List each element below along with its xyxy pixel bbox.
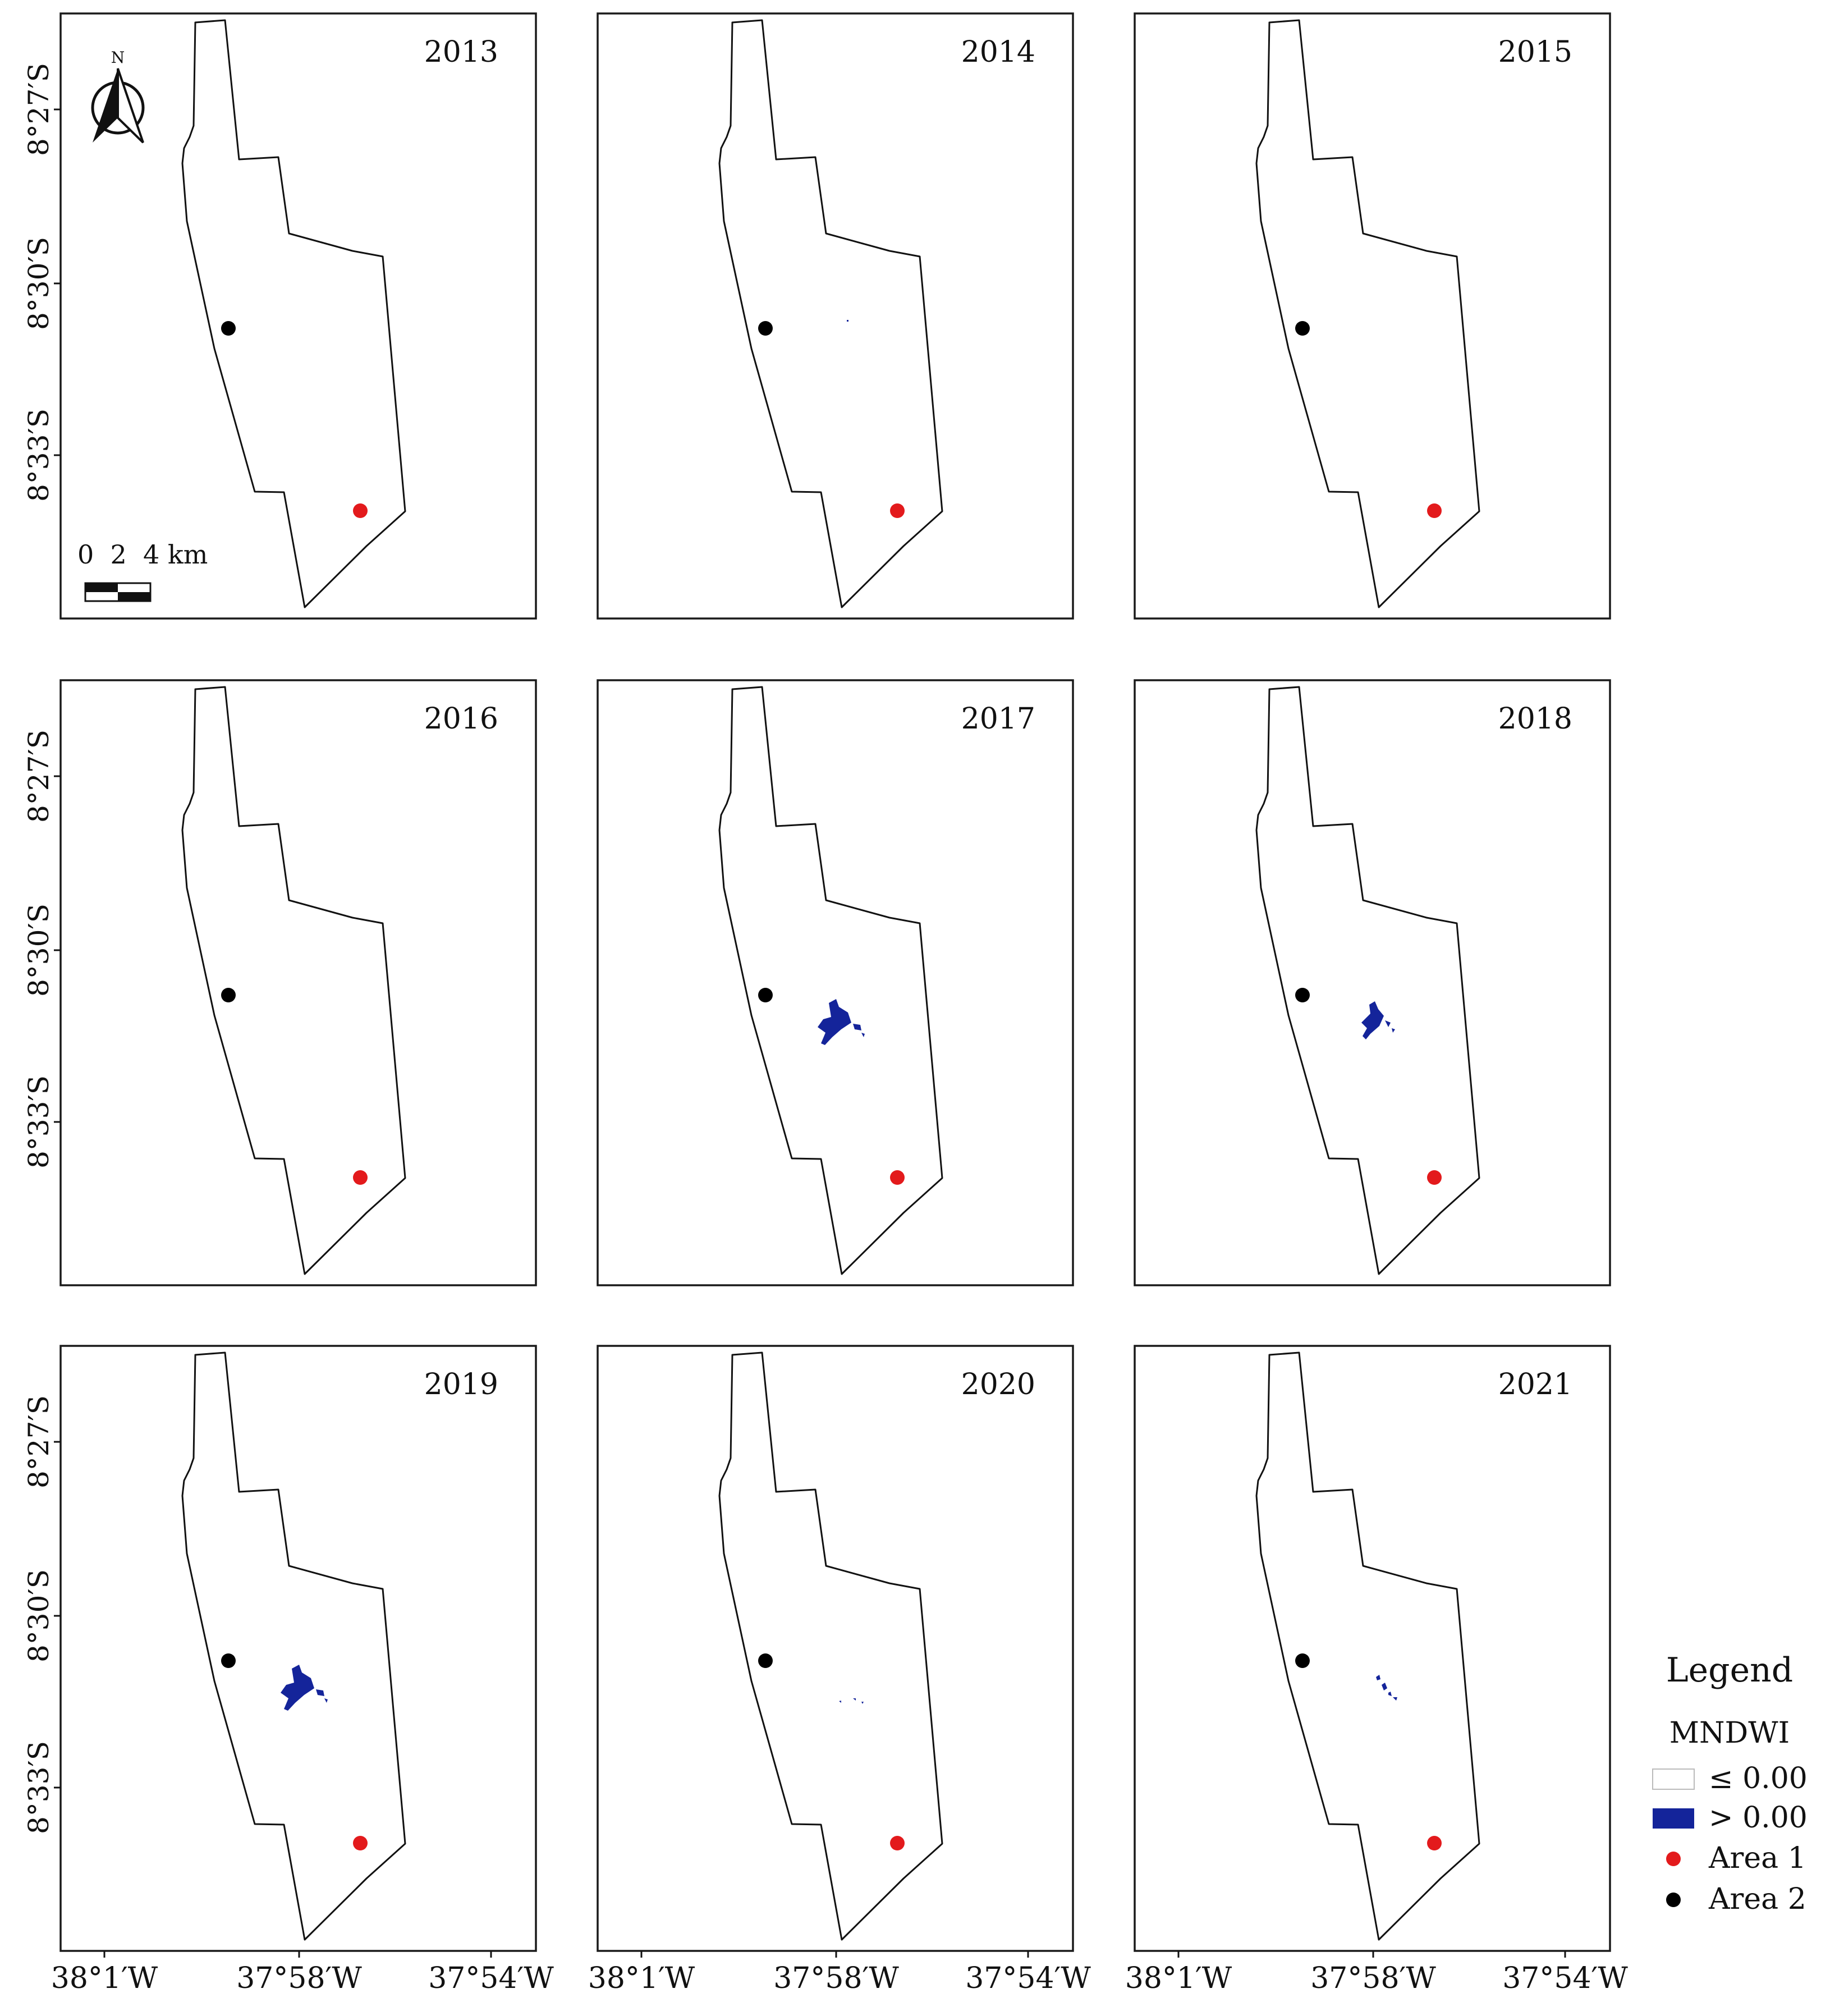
- legend-area-1-dot: [1666, 1852, 1681, 1866]
- water-body-mndwi-positive: [1382, 1683, 1387, 1690]
- panel-year-label: 2021: [1498, 1368, 1572, 1401]
- legend: Legend MNDWI ≤ 0.00 > 0.00 Area 1 Area 2: [1652, 1651, 1808, 1916]
- water-body-mndwi-positive: [316, 1689, 324, 1696]
- x-axis-label: 37°58′W: [236, 1962, 362, 1995]
- area-2-point: [758, 988, 773, 1002]
- map-panel-2020: 2020 38°1′W 37°58′W 37°54′W: [588, 1345, 1091, 1995]
- legend-item-label: > 0.00: [1709, 1801, 1808, 1835]
- area-2-point: [758, 1653, 773, 1668]
- water-body-mndwi-positive: [861, 1702, 864, 1704]
- x-axis-label: 38°1′W: [51, 1962, 158, 1995]
- study-area-boundary: [718, 1351, 943, 1941]
- area-1-point: [890, 1170, 905, 1185]
- legend-area-2-dot: [1666, 1893, 1681, 1907]
- panel-year-label: 2014: [961, 35, 1035, 69]
- legend-swatch-high: [1653, 1808, 1694, 1829]
- legend-item-label: Area 2: [1708, 1882, 1806, 1916]
- x-axis-label: 38°1′W: [1125, 1962, 1232, 1995]
- area-1-point: [1427, 1836, 1442, 1850]
- x-axis-label: 37°58′W: [1310, 1962, 1436, 1995]
- study-area-boundary: [1255, 19, 1480, 608]
- y-axis-label: 8°27′S: [22, 730, 55, 823]
- area-1-point: [1427, 1170, 1442, 1185]
- y-axis-label: 8°33′S: [22, 1075, 55, 1169]
- legend-item-label: ≤ 0.00: [1709, 1762, 1808, 1795]
- area-2-point: [758, 321, 773, 336]
- scale-bar: 0 2 4 km: [77, 539, 208, 602]
- area-2-point: [1295, 321, 1310, 336]
- y-axis-label: 8°33′S: [22, 409, 55, 502]
- water-body-mndwi-positive: [324, 1698, 328, 1703]
- area-2-point: [1295, 988, 1310, 1002]
- water-body-mndwi-positive: [1361, 1001, 1384, 1039]
- water-body-mndwi-positive: [1393, 1697, 1397, 1701]
- area-1-point: [353, 1836, 368, 1850]
- area-1-point: [353, 1170, 368, 1185]
- panel-year-label: 2020: [961, 1368, 1035, 1401]
- north-arrow-icon: N: [91, 48, 145, 144]
- map-panel-2016: 2016 8°27′S 8°30′S 8°33′S: [22, 679, 537, 1286]
- y-axis-label: 8°27′S: [22, 1395, 55, 1488]
- area-2-point: [221, 988, 236, 1002]
- water-body-mndwi-positive: [853, 1024, 861, 1030]
- study-area-boundary: [1255, 1351, 1480, 1941]
- water-body-mndwi-positive: [847, 320, 848, 322]
- water-body-mndwi-positive: [839, 1701, 841, 1703]
- y-axis-label: 8°33′S: [22, 1741, 55, 1834]
- x-axis-label: 37°58′W: [773, 1962, 899, 1995]
- map-panel-2014: 2014: [597, 12, 1074, 620]
- y-axis-label: 8°30′S: [22, 237, 55, 330]
- study-area-boundary: [181, 686, 406, 1275]
- water-body-mndwi-positive: [853, 1698, 856, 1701]
- legend-title: Legend: [1666, 1651, 1793, 1690]
- water-body-mndwi-positive: [281, 1665, 314, 1711]
- x-axis-label: 37°54′W: [1502, 1962, 1628, 1995]
- study-area-boundary: [718, 686, 943, 1275]
- x-axis-label: 38°1′W: [588, 1962, 695, 1995]
- panel-year-label: 2015: [1498, 35, 1572, 69]
- study-area-boundary: [718, 19, 943, 608]
- panel-year-label: 2018: [1498, 702, 1572, 736]
- panel-year-label: 2013: [424, 35, 498, 69]
- study-area-boundary: [181, 1351, 406, 1941]
- water-body-mndwi-positive: [1388, 1692, 1392, 1696]
- legend-swatch-low: [1652, 1768, 1695, 1790]
- area-1-point: [1427, 503, 1442, 518]
- y-axis-label: 8°27′S: [22, 63, 55, 156]
- water-body-mndwi-positive: [1376, 1675, 1380, 1680]
- study-area-boundary: [1255, 686, 1480, 1275]
- map-panel-2017: 2017: [597, 679, 1074, 1286]
- area-1-point: [890, 1836, 905, 1850]
- legend-subtitle: MNDWI: [1669, 1716, 1790, 1750]
- area-1-point: [353, 503, 368, 518]
- area-1-point: [890, 503, 905, 518]
- north-label: N: [111, 48, 125, 67]
- legend-item-label: Area 1: [1708, 1841, 1806, 1875]
- x-axis-label: 37°54′W: [965, 1962, 1091, 1995]
- scale-bar-label: 0 2 4 km: [77, 539, 208, 570]
- y-axis-label: 8°30′S: [22, 1569, 55, 1662]
- panel-year-label: 2017: [961, 702, 1035, 736]
- water-body-mndwi-positive: [861, 1033, 865, 1037]
- map-panel-2021: 2021 38°1′W 37°58′W 37°54′W: [1125, 1345, 1628, 1995]
- water-body-mndwi-positive: [818, 999, 851, 1045]
- map-panel-2013: 2013 N 0 2 4 km 8°27′S 8°30′S 8°33′S: [22, 12, 537, 620]
- x-axis-label: 37°54′W: [428, 1962, 554, 1995]
- water-body-mndwi-positive: [1392, 1028, 1395, 1033]
- panel-year-label: 2016: [424, 702, 498, 736]
- map-panel-2015: 2015: [1134, 12, 1611, 620]
- area-2-point: [221, 1653, 236, 1668]
- area-2-point: [221, 321, 236, 336]
- map-panel-2018: 2018: [1134, 679, 1611, 1286]
- panel-year-label: 2019: [424, 1368, 498, 1401]
- area-2-point: [1295, 1653, 1310, 1668]
- map-panel-2019: 2019 8°27′S 8°30′S 8°33′S 38°1′W 37°58′W 37°54…: [22, 1345, 554, 1995]
- y-axis-label: 8°30′S: [22, 904, 55, 997]
- study-area-boundary: [181, 19, 406, 608]
- water-body-mndwi-positive: [1385, 1020, 1391, 1027]
